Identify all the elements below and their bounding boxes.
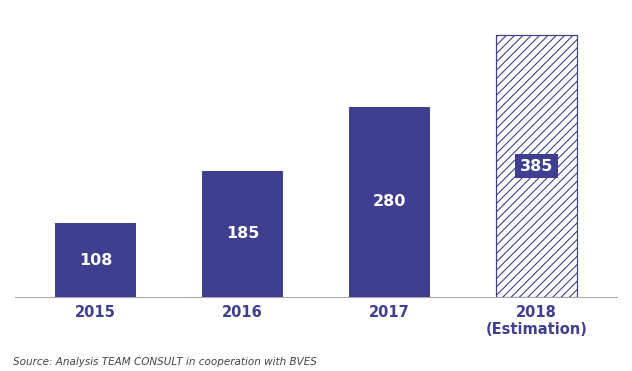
Text: 280: 280 <box>373 194 406 209</box>
Bar <box>496 35 576 297</box>
Bar <box>349 106 430 297</box>
Bar <box>56 223 136 297</box>
Bar <box>496 35 576 297</box>
Text: 108: 108 <box>79 253 112 267</box>
Bar <box>202 171 283 297</box>
Text: Source: Analysis TEAM CONSULT in cooperation with BVES: Source: Analysis TEAM CONSULT in coopera… <box>13 357 317 367</box>
Text: 185: 185 <box>226 226 259 242</box>
Text: 385: 385 <box>520 158 553 174</box>
